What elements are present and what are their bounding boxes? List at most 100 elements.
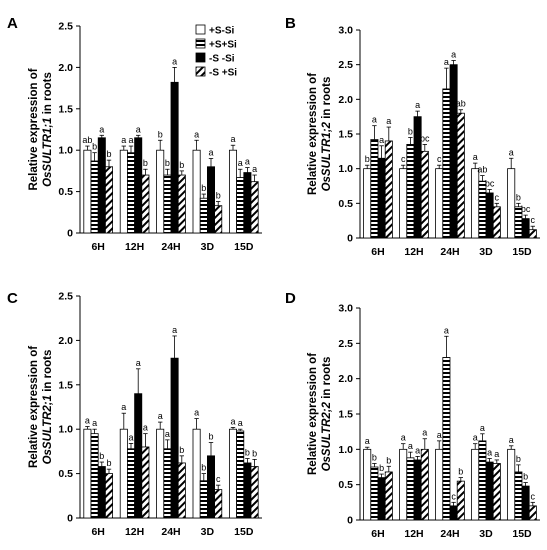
significance-letter: a	[128, 432, 133, 442]
bar	[192, 428, 201, 519]
bar	[456, 112, 465, 239]
y-tick-label: 0.5	[338, 479, 353, 491]
significance-letter: a	[136, 358, 141, 368]
y-tick-label: 1.5	[338, 409, 353, 421]
significance-letter: a	[415, 445, 420, 455]
y-tick-label: 2.5	[58, 291, 73, 303]
x-tick-label: 24H	[161, 241, 180, 253]
bar	[370, 139, 379, 239]
significance-letter: b	[165, 158, 170, 168]
bar	[163, 174, 172, 234]
significance-letter: c	[495, 192, 500, 202]
significance-letter: a	[85, 416, 90, 426]
significance-letter: b	[179, 445, 184, 455]
bar	[105, 473, 114, 519]
bar	[250, 466, 259, 519]
y-axis-label: Relative expression of OsSULTR1;1 in root…	[28, 68, 54, 190]
panel-letter: D	[285, 290, 296, 307]
bar	[492, 463, 501, 521]
bar	[363, 448, 372, 521]
bar	[250, 181, 259, 234]
chart-panel-a: A Relative expression of OsSULTR1;1 in roo…	[7, 15, 262, 253]
bar	[399, 168, 408, 239]
x-tick-label: 12H	[404, 246, 423, 258]
significance-letter: a	[172, 56, 177, 66]
significance-letter: b	[143, 158, 148, 168]
bar	[521, 218, 530, 239]
bar	[134, 393, 143, 519]
bar	[521, 485, 530, 521]
legend-swatch	[195, 38, 206, 49]
y-tick-label: 2.0	[58, 335, 73, 347]
bar	[485, 461, 494, 521]
bar	[83, 428, 92, 519]
y-tick-label: 1.5	[58, 379, 73, 391]
significance-letter: ab	[82, 135, 92, 145]
significance-letter: a	[92, 418, 97, 428]
x-tick-label: 6H	[91, 241, 104, 253]
chart-panel-b: B Relative expression of OsSULTR1;2 in roo…	[285, 15, 540, 258]
significance-letter: c	[216, 474, 221, 484]
bar	[214, 489, 223, 519]
bar	[236, 177, 245, 234]
significance-letter: a	[128, 135, 133, 145]
bar	[156, 149, 165, 234]
significance-letter: c	[401, 154, 406, 164]
significance-letter: a	[422, 428, 427, 438]
significance-letter: a	[245, 157, 250, 167]
significance-letter: a	[172, 325, 177, 335]
bar	[228, 149, 237, 234]
significance-letter: b	[106, 149, 111, 159]
significance-letter: b	[516, 454, 521, 464]
x-tick-label: 15D	[234, 526, 254, 538]
chart-panel-d: D Relative expression of OsSULTR2;2 in roo…	[285, 290, 540, 540]
significance-letter: a	[480, 423, 485, 433]
y-tick-label: 1.5	[338, 129, 353, 141]
significance-letter: bc	[485, 178, 495, 188]
x-tick-label: 6H	[371, 246, 384, 258]
significance-letter: b	[516, 192, 521, 202]
significance-letter: a	[487, 448, 492, 458]
significance-letter: a	[194, 408, 199, 418]
significance-letter: a	[158, 411, 163, 421]
bar	[127, 448, 136, 519]
significance-letter: b	[386, 455, 391, 465]
panel-letter: C	[7, 290, 18, 307]
significance-letter: b	[408, 126, 413, 136]
y-tick-label: 1.0	[338, 444, 353, 456]
significance-letter: a	[509, 147, 514, 157]
significance-letter: a	[121, 402, 126, 412]
significance-letter: bc	[521, 204, 531, 214]
significance-letter: a	[401, 433, 406, 443]
bar	[170, 357, 179, 519]
bar	[192, 149, 201, 234]
y-tick-label: 2.0	[338, 373, 353, 385]
bar	[177, 174, 186, 234]
significance-letter: b	[92, 142, 97, 152]
bar	[134, 137, 143, 234]
x-tick-label: 6H	[91, 526, 104, 538]
significance-letter: a	[165, 429, 170, 439]
bar	[156, 428, 165, 519]
legend-entry: +S+Si	[209, 40, 237, 51]
bar	[243, 462, 252, 519]
bar	[97, 137, 106, 234]
y-tick-label: 3.0	[338, 25, 353, 37]
significance-letter: a	[444, 57, 449, 67]
x-tick-label: 3D	[201, 241, 215, 253]
x-tick-label: 12H	[404, 528, 423, 540]
y-tick-label: 1.0	[58, 145, 73, 157]
y-tick-label: 0.5	[58, 186, 73, 198]
legend-entry: -S -Si	[209, 54, 235, 65]
bar	[420, 150, 429, 239]
y-tick-label: 1.0	[58, 424, 73, 436]
bar	[170, 81, 179, 234]
significance-letter: b	[372, 452, 377, 462]
legend-swatch	[195, 24, 206, 35]
bar	[471, 448, 480, 521]
y-tick-label: 2.5	[338, 59, 353, 71]
bar	[442, 357, 451, 521]
significance-letter: b	[158, 129, 163, 139]
significance-letter: b	[245, 448, 250, 458]
